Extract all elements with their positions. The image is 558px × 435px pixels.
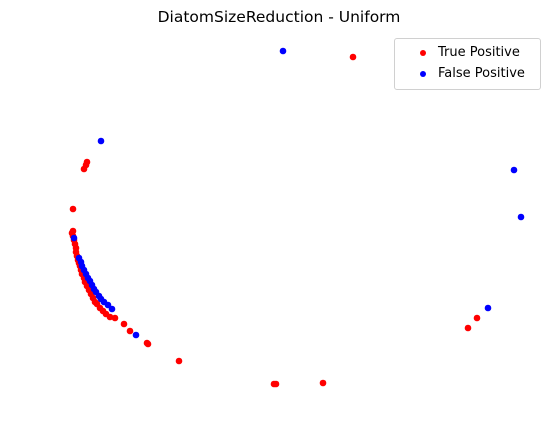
data-point xyxy=(319,379,327,387)
data-point xyxy=(104,301,112,309)
data-point xyxy=(484,304,492,312)
data-point xyxy=(272,380,280,388)
data-point xyxy=(106,313,114,321)
legend-label-true-positive: True Positive xyxy=(438,45,520,60)
series-true-positive xyxy=(68,53,481,388)
data-point xyxy=(349,53,357,61)
data-point xyxy=(97,137,105,145)
data-point xyxy=(132,331,140,339)
legend-label-false-positive: False Positive xyxy=(438,66,525,81)
legend-item-true-positive: True Positive xyxy=(395,43,540,63)
data-point xyxy=(279,47,287,55)
data-point xyxy=(517,213,525,221)
data-point xyxy=(464,324,472,332)
data-point xyxy=(144,340,152,348)
chart-title: DiatomSizeReduction - Uniform xyxy=(157,8,401,26)
data-point xyxy=(69,205,77,213)
data-point xyxy=(111,314,119,322)
data-point xyxy=(175,357,183,365)
data-point xyxy=(120,320,128,328)
data-point xyxy=(510,166,518,174)
data-point xyxy=(80,165,88,173)
legend-marker-false-positive xyxy=(420,71,426,77)
data-point xyxy=(70,234,78,242)
data-point xyxy=(108,305,116,313)
data-point xyxy=(126,327,134,335)
legend: True Positive False Positive xyxy=(394,38,541,90)
legend-item-false-positive: False Positive xyxy=(395,64,540,84)
data-point xyxy=(473,314,481,322)
series-false-positive xyxy=(70,47,525,339)
legend-marker-true-positive xyxy=(420,50,426,56)
